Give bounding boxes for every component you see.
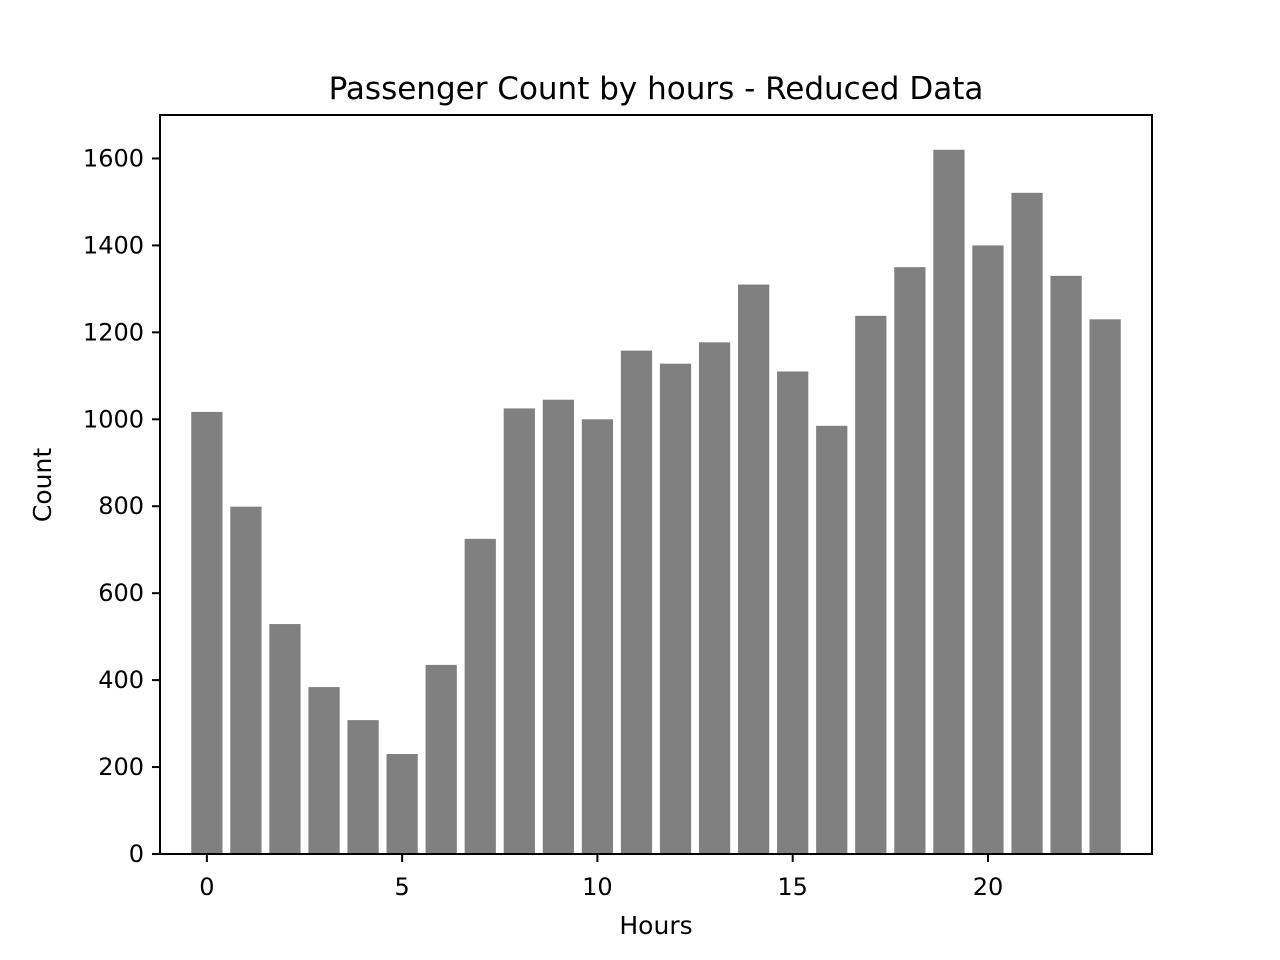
x-tick-label: 20 xyxy=(973,873,1004,901)
y-tick-label: 200 xyxy=(98,753,144,781)
y-tick-label: 1400 xyxy=(83,231,144,259)
bar-hour-12 xyxy=(659,363,692,854)
y-tick-label: 1600 xyxy=(83,144,144,172)
bar-hour-23 xyxy=(1089,319,1121,854)
bar-hour-19 xyxy=(933,149,965,854)
bar-hour-14 xyxy=(738,284,770,855)
x-axis: 0 5 10 15 20 xyxy=(199,854,1003,901)
y-tick-label: 600 xyxy=(98,579,144,607)
bar-hour-21 xyxy=(1011,192,1043,854)
bar-hour-13 xyxy=(698,342,731,854)
y-axis: 0 200 400 600 800 1000 1200 1400 1600 xyxy=(83,144,160,868)
bar-hour-9 xyxy=(542,399,574,854)
bar-hour-16 xyxy=(816,425,848,854)
x-tick-label: 0 xyxy=(199,873,214,901)
y-tick-label: 1200 xyxy=(83,318,144,346)
y-axis-label: Count xyxy=(28,448,57,522)
bar-hour-3 xyxy=(308,687,340,854)
x-tick-label: 5 xyxy=(395,873,410,901)
bar-hour-15 xyxy=(777,371,809,854)
y-tick-label: 1000 xyxy=(83,405,144,433)
bar-hour-10 xyxy=(581,419,614,854)
bar-hour-2 xyxy=(269,624,301,854)
y-tick-label: 400 xyxy=(98,666,144,694)
y-tick-label: 0 xyxy=(129,840,144,868)
bar-hour-11 xyxy=(620,350,653,854)
x-tick-label: 10 xyxy=(582,873,613,901)
bar-hour-0 xyxy=(191,411,223,854)
bar-hour-18 xyxy=(894,267,926,854)
bar-hour-6 xyxy=(425,664,457,854)
bar-hour-4 xyxy=(347,720,379,854)
bar-hour-20 xyxy=(972,245,1004,855)
chart-title: Passenger Count by hours - Reduced Data xyxy=(329,71,984,107)
bar-hour-8 xyxy=(503,408,535,854)
y-tick-label: 800 xyxy=(98,492,144,520)
bars-group xyxy=(191,149,1121,855)
plot-frame xyxy=(159,114,1153,855)
x-axis-label: Hours xyxy=(619,911,692,940)
bar-hour-17 xyxy=(855,315,887,854)
bar-hour-5 xyxy=(386,754,418,854)
bar-hour-1 xyxy=(230,506,262,854)
bar-hour-7 xyxy=(464,538,496,854)
x-tick-label: 15 xyxy=(777,873,808,901)
bar-hour-22 xyxy=(1050,275,1082,854)
